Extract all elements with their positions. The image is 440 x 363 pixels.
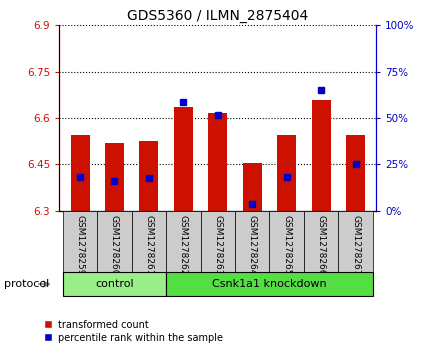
Bar [235,211,269,272]
Bar [201,211,235,272]
Text: GSM1278266: GSM1278266 [317,216,326,276]
Bar [269,211,304,272]
Bar [174,107,193,211]
Bar [70,135,89,211]
Bar [346,135,365,211]
Bar [105,143,124,211]
Title: GDS5360 / ILMN_2875404: GDS5360 / ILMN_2875404 [127,9,308,23]
Bar [208,113,227,211]
Bar [312,101,330,211]
Text: GSM1278263: GSM1278263 [213,216,222,276]
Bar [243,163,262,211]
Bar [277,135,296,211]
Text: GSM1278261: GSM1278261 [144,216,154,276]
Text: GSM1278259: GSM1278259 [76,216,84,276]
Bar [166,211,201,272]
Text: control: control [95,279,134,289]
Bar [63,272,166,296]
Text: GSM1278265: GSM1278265 [282,216,291,276]
Bar [338,211,373,272]
Text: GSM1278260: GSM1278260 [110,216,119,276]
Legend: transformed count, percentile rank within the sample: transformed count, percentile rank withi… [42,316,227,347]
Bar [63,211,97,272]
Text: GSM1278262: GSM1278262 [179,216,188,276]
Bar [166,272,373,296]
Text: Csnk1a1 knockdown: Csnk1a1 knockdown [212,279,327,289]
Bar [97,211,132,272]
Text: protocol: protocol [4,279,50,289]
Bar [304,211,338,272]
Bar [139,141,158,211]
Text: GSM1278264: GSM1278264 [248,216,257,276]
Bar [132,211,166,272]
Text: GSM1278267: GSM1278267 [351,216,360,276]
